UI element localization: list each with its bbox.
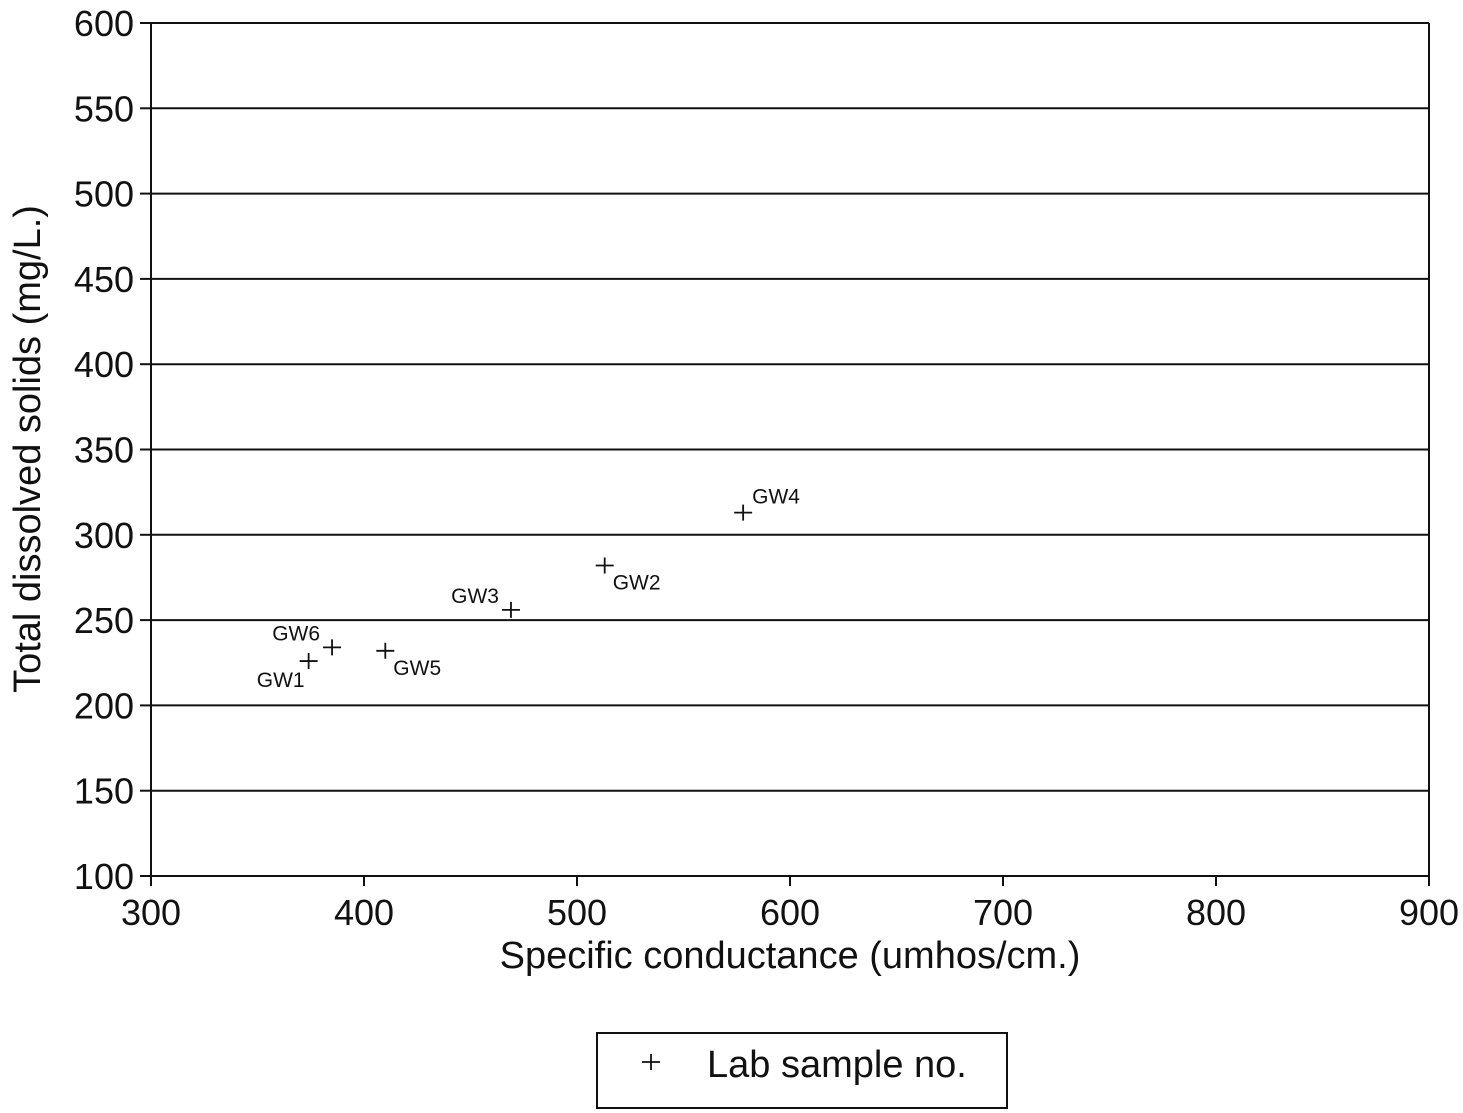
y-tick-label: 450	[74, 259, 134, 300]
y-tick-label: 300	[74, 515, 134, 556]
data-point: GW2	[595, 557, 661, 595]
x-tick-label: 500	[547, 892, 607, 933]
data-point: GW3	[451, 585, 520, 618]
data-point: GW1	[257, 653, 318, 692]
data-point-marker	[734, 504, 753, 521]
y-tick-label: 200	[74, 685, 134, 726]
y-tick-label: 500	[74, 174, 134, 215]
data-point-marker	[323, 639, 342, 656]
legend-label: Lab sample no.	[707, 1044, 967, 1086]
data-point-label: GW6	[272, 622, 320, 645]
x-tick-label: 600	[760, 892, 820, 933]
x-tick-label: 800	[1186, 892, 1246, 933]
y-tick-label: 400	[74, 344, 134, 385]
gridlines	[151, 22, 1429, 792]
data-point-label: GW4	[752, 486, 800, 509]
data-points: GW1 GW2 GW3 GW4 GW5 GW6	[257, 486, 801, 692]
y-tick-label: 150	[74, 771, 134, 812]
y-tick-label: 250	[74, 600, 134, 641]
data-point-marker	[299, 653, 318, 670]
y-tick-label: 350	[74, 430, 134, 471]
x-tick-label: 900	[1399, 892, 1459, 933]
y-axis-ticks: 100 150 200 250 300 350 400 450 500 550 600	[74, 3, 151, 897]
y-tick-label: 550	[74, 88, 134, 129]
data-point-marker	[376, 642, 395, 659]
y-tick-label: 100	[74, 856, 134, 897]
y-axis-label: Total dissolved solids (mg/L.)	[7, 205, 49, 693]
data-point-marker	[595, 557, 614, 574]
data-point-marker	[501, 601, 520, 618]
x-tick-label: 700	[973, 892, 1033, 933]
x-axis-ticks: 300 400 500 600 700 800 900	[121, 876, 1459, 933]
data-point: GW4	[734, 486, 800, 521]
data-point: GW5	[376, 642, 441, 680]
data-point: GW6	[272, 622, 342, 656]
legend: Lab sample no.	[596, 1032, 1008, 1109]
data-point-label: GW2	[613, 572, 661, 595]
data-point-label: GW5	[393, 657, 441, 680]
data-point-label: GW1	[257, 669, 305, 692]
data-point-label: GW3	[451, 585, 499, 608]
x-tick-label: 400	[334, 892, 394, 933]
legend-box	[596, 1032, 1008, 1109]
y-tick-label: 600	[74, 3, 134, 44]
x-tick-label: 300	[121, 892, 181, 933]
x-axis-label: Specific conductance (umhos/cm.)	[500, 935, 1081, 977]
plus-marker-icon	[642, 1054, 660, 1070]
